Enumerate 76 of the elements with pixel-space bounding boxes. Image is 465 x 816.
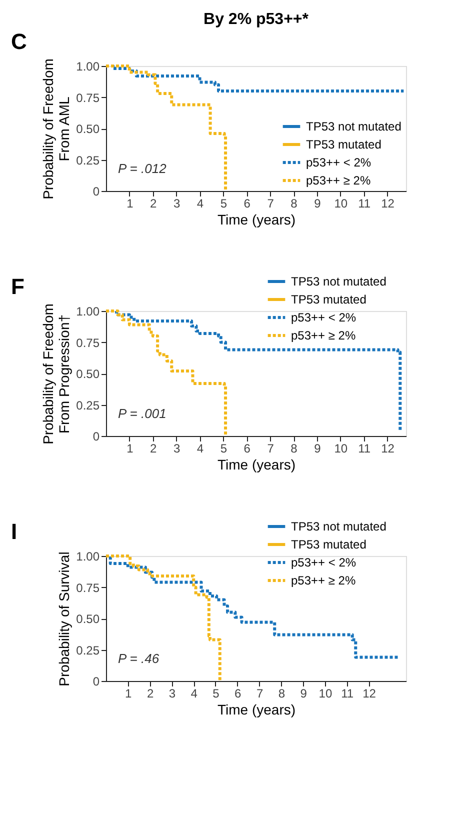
x-tick-label: 4 — [190, 686, 198, 700]
x-tick-label: 6 — [244, 442, 251, 456]
x-tick-label: 4 — [196, 442, 204, 456]
legend-label: TP53 mutated — [291, 292, 366, 306]
x-tick-label: 8 — [290, 196, 298, 210]
x-tick-label: 10 — [318, 686, 332, 700]
x-tick-label: 5 — [220, 196, 228, 210]
x-tick-label: 11 — [341, 686, 354, 700]
x-tick-label: 12 — [381, 196, 395, 210]
y-axis-title: Probability of Freedom From AML — [40, 58, 72, 200]
x-tick-label: 9 — [314, 442, 322, 456]
legend-label: TP53 not mutated — [306, 120, 402, 134]
x-tick-label: 12 — [362, 686, 376, 700]
x-tick-label: 7 — [267, 442, 274, 456]
x-tick-label: 5 — [212, 686, 220, 700]
y-tick-label: 0.75 — [76, 336, 100, 350]
legend-label: p53++ ≥ 2% — [291, 328, 356, 342]
y-axis-title: Probability of Freedom From Progression† — [40, 304, 72, 444]
chart-title: By 2% p53++* — [204, 11, 310, 28]
y-tick-label: 0.25 — [76, 643, 100, 658]
y-tick-label: 1.00 — [76, 304, 100, 318]
x-tick-label: 1 — [126, 196, 134, 210]
x-tick-label: 8 — [290, 442, 298, 456]
x-tick-label: 2 — [150, 196, 158, 210]
x-tick-label: 8 — [278, 686, 286, 700]
legend-label: TP53 not mutated — [291, 520, 386, 534]
x-tick-label: 11 — [358, 442, 371, 456]
legend-label: p53++ < 2% — [291, 556, 356, 570]
y-tick-label: 0 — [92, 184, 100, 198]
x-tick-label: 3 — [173, 196, 180, 210]
y-tick-label: 0.50 — [76, 122, 100, 136]
y-tick-label: 1.00 — [76, 550, 100, 564]
y-tick-label: 1.00 — [76, 60, 100, 74]
y-tick-label: 0.25 — [76, 398, 100, 412]
annotation: P = .46 — [118, 651, 160, 666]
legend-label: p53++ ≥ 2% — [291, 574, 356, 588]
y-tick-label: 0.50 — [76, 612, 100, 626]
text: C — [11, 29, 27, 54]
legend-label: TP53 mutated — [291, 538, 366, 552]
legend-label: TP53 mutated — [306, 138, 382, 152]
legend-label: p53++ < 2% — [291, 310, 356, 324]
y-tick-label: 0.75 — [76, 580, 100, 595]
x-tick-label: 11 — [358, 196, 371, 210]
annotation: P = .001 — [118, 406, 166, 421]
legend-label: TP53 not mutated — [291, 274, 386, 288]
x-tick-label: 3 — [168, 686, 176, 700]
x-tick-label: 6 — [234, 686, 242, 700]
x-tick-label: 1 — [126, 442, 134, 456]
x-tick-label: 7 — [256, 686, 264, 700]
x-tick-label: 10 — [334, 196, 348, 210]
x-tick-label: 3 — [173, 442, 180, 456]
text: F — [11, 274, 24, 299]
y-tick-label: 0.75 — [76, 90, 100, 105]
y-tick-label: 0.25 — [76, 153, 100, 168]
text: I — [11, 519, 18, 544]
x-tick-label: 10 — [334, 442, 348, 456]
legend-label: p53++ < 2% — [306, 156, 372, 170]
x-axis-title: Time (years) — [217, 456, 296, 472]
x-tick-label: 1 — [125, 686, 132, 700]
legend-label: p53++ ≥ 2% — [306, 174, 371, 188]
y-tick-label: 0 — [92, 430, 100, 444]
x-tick-label: 5 — [220, 442, 228, 456]
x-tick-label: 12 — [381, 442, 395, 456]
x-tick-label: 4 — [196, 196, 204, 210]
x-tick-label: 2 — [150, 442, 158, 456]
y-tick-label: 0 — [92, 674, 100, 688]
x-tick-label: 9 — [300, 686, 308, 700]
x-tick-label: 6 — [244, 196, 251, 210]
x-axis-title: Time (years) — [217, 212, 296, 228]
x-tick-label: 7 — [267, 196, 274, 210]
x-tick-label: 2 — [146, 686, 154, 700]
x-axis-title: Time (years) — [217, 702, 296, 718]
annotation: P = .012 — [118, 161, 168, 176]
y-axis-title: Probability of Survival — [56, 552, 72, 686]
x-tick-label: 9 — [314, 196, 322, 210]
y-tick-label: 0.50 — [76, 367, 100, 381]
